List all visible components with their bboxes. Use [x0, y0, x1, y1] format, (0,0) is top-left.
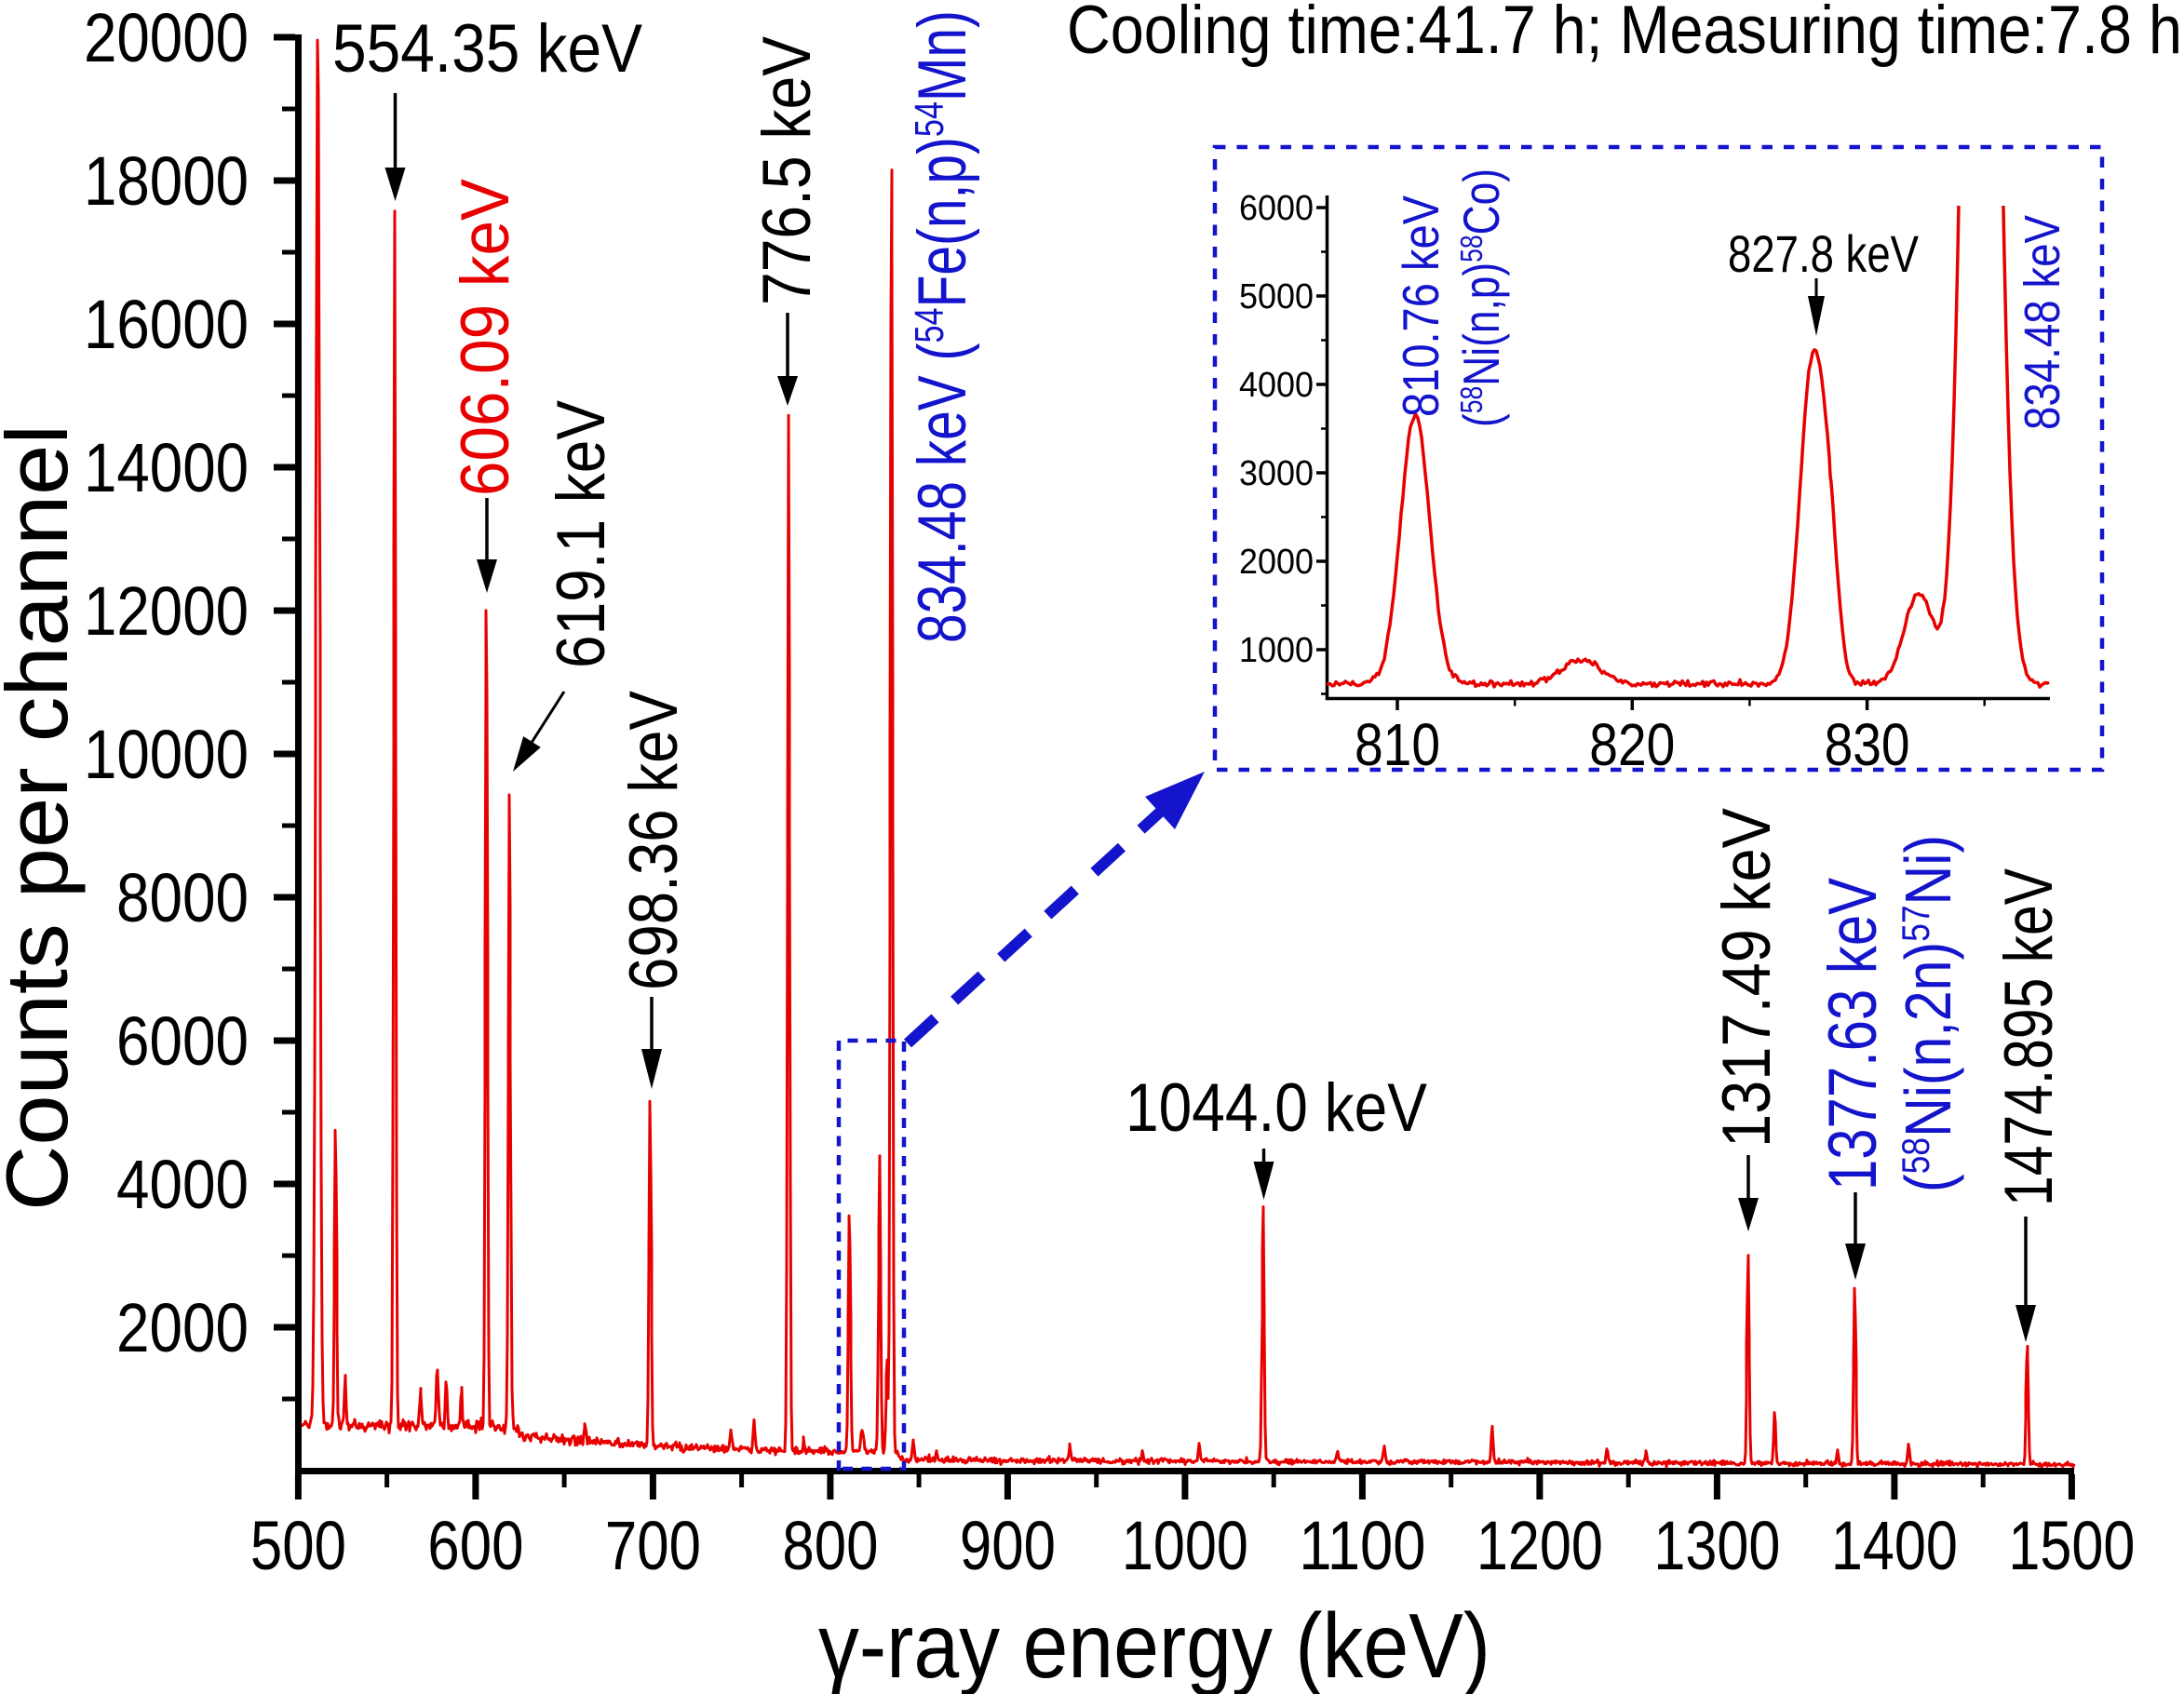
svg-text:1100: 1100 — [1299, 1507, 1425, 1584]
svg-text:600: 600 — [427, 1507, 523, 1584]
svg-text:1317.49 keV: 1317.49 keV — [1709, 808, 1785, 1148]
svg-text:Counts per channel: Counts per channel — [0, 424, 86, 1211]
svg-text:834.48 keV: 834.48 keV — [2015, 215, 2070, 430]
svg-text:776.5 keV: 776.5 keV — [749, 36, 825, 305]
svg-text:1000: 1000 — [1122, 1507, 1248, 1584]
svg-text:1474.895 keV: 1474.895 keV — [1991, 868, 2067, 1206]
svg-text:1200: 1200 — [1476, 1507, 1603, 1584]
svg-text:14000: 14000 — [84, 429, 249, 506]
svg-text:698.36 keV: 698.36 keV — [616, 691, 692, 990]
svg-text:3000: 3000 — [1239, 454, 1314, 493]
svg-text:1300: 1300 — [1653, 1507, 1780, 1584]
svg-text:1500: 1500 — [2008, 1507, 2135, 1584]
svg-text:2000: 2000 — [116, 1289, 249, 1366]
svg-text:6000: 6000 — [1239, 189, 1314, 228]
svg-text:500: 500 — [250, 1507, 346, 1584]
svg-text:606.09 keV: 606.09 keV — [448, 179, 523, 496]
svg-text:Cooling time:41.7 h; Measuring: Cooling time:41.7 h; Measuring time:7.8 … — [1067, 0, 2182, 68]
svg-text:12000: 12000 — [84, 572, 249, 650]
svg-text:1400: 1400 — [1831, 1507, 1958, 1584]
svg-text:1377.63 keV: 1377.63 keV — [1815, 878, 1891, 1190]
svg-text:18000: 18000 — [84, 142, 249, 220]
svg-text:2000: 2000 — [1239, 543, 1314, 582]
svg-text:800: 800 — [782, 1507, 878, 1584]
svg-text:γ-ray energy (keV): γ-ray energy (keV) — [818, 1594, 1490, 1694]
svg-text:900: 900 — [960, 1507, 1056, 1584]
svg-text:554.35 keV: 554.35 keV — [332, 11, 642, 87]
svg-text:1000: 1000 — [1239, 631, 1314, 670]
svg-text:827.8 keV: 827.8 keV — [1728, 224, 1920, 283]
svg-text:6000: 6000 — [116, 1002, 249, 1080]
svg-text:700: 700 — [605, 1507, 701, 1584]
svg-text:4000: 4000 — [1239, 366, 1314, 405]
svg-text:8000: 8000 — [116, 859, 249, 936]
svg-text:(58Ni(n,p)58Co): (58Ni(n,p)58Co) — [1452, 168, 1510, 427]
svg-text:820: 820 — [1589, 711, 1675, 778]
svg-text:16000: 16000 — [84, 286, 249, 363]
svg-text:619.1 keV: 619.1 keV — [544, 400, 619, 668]
svg-text:(58Ni(n,2n)57Ni): (58Ni(n,2n)57Ni) — [1892, 835, 1964, 1192]
svg-text:1044.0 keV: 1044.0 keV — [1126, 1070, 1427, 1146]
svg-text:10000: 10000 — [84, 716, 249, 793]
svg-text:4000: 4000 — [116, 1146, 249, 1223]
svg-text:830: 830 — [1825, 711, 1910, 778]
svg-text:810: 810 — [1355, 711, 1440, 778]
svg-text:20000: 20000 — [84, 0, 249, 76]
svg-text:810.76 keV: 810.76 keV — [1392, 195, 1449, 417]
svg-text:5000: 5000 — [1239, 277, 1314, 316]
